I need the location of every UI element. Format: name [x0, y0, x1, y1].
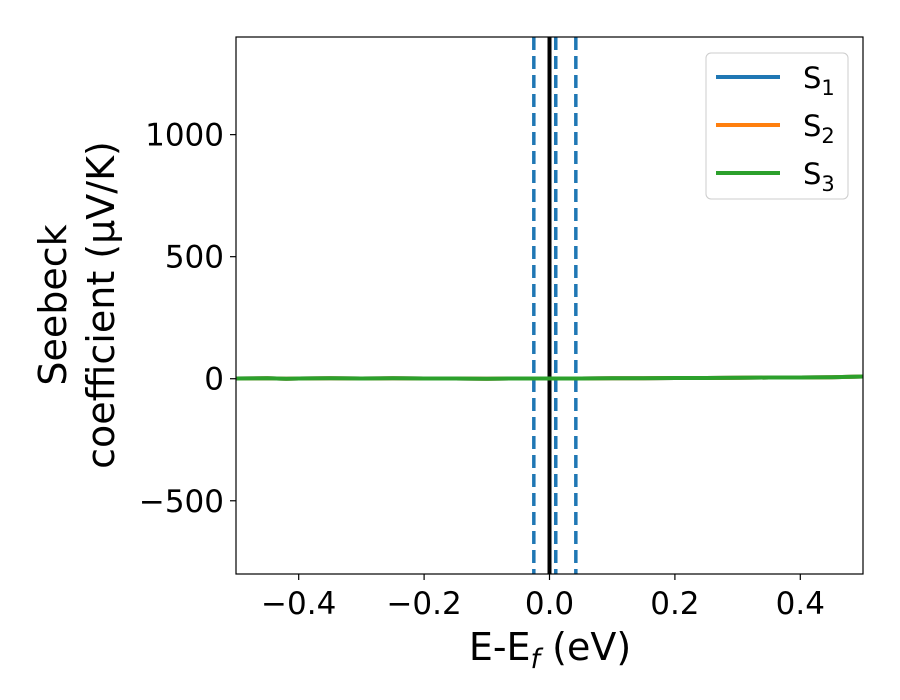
y-axis-label-line2: coefficient (μV/K)	[79, 141, 123, 469]
y-tick-label: 500	[165, 240, 224, 276]
x-axis-ticks: −0.4 −0.2 0.0 0.2 0.4	[261, 574, 825, 622]
legend-label-S3: S3	[803, 157, 835, 196]
legend-label-S1: S1	[803, 61, 835, 100]
y-axis-ticks: −500 0 500 1000	[139, 118, 236, 520]
series-line-S3	[236, 374, 863, 381]
legend-label-main: S	[803, 61, 821, 95]
x-tick-label: −0.4	[261, 586, 336, 622]
x-tick-label: 0.0	[525, 586, 574, 622]
x-tick-label: 0.4	[776, 586, 825, 622]
x-tick-label: 0.2	[650, 586, 699, 622]
legend-label-subscript: 2	[821, 124, 834, 148]
y-axis-label: Seebeck coefficient (μV/K)	[31, 141, 123, 469]
x-tick-label: −0.2	[386, 586, 461, 622]
legend-label-main: S	[803, 157, 821, 191]
x-axis-label-unit: (eV)	[540, 625, 631, 669]
legend-label-S2: S2	[803, 109, 835, 148]
y-axis-label-line1: Seebeck	[31, 224, 75, 385]
legend-label-main: S	[803, 109, 821, 143]
legend-label-subscript: 1	[821, 76, 834, 100]
x-axis-label-main: E-E	[469, 625, 531, 669]
x-axis-label: E-Ef (eV)	[469, 625, 631, 675]
y-tick-label: 0	[204, 362, 224, 398]
y-tick-label: −500	[139, 484, 224, 520]
legend-label-subscript: 3	[821, 172, 834, 196]
y-tick-label: 1000	[145, 118, 224, 154]
plot-lines-group	[236, 37, 863, 574]
